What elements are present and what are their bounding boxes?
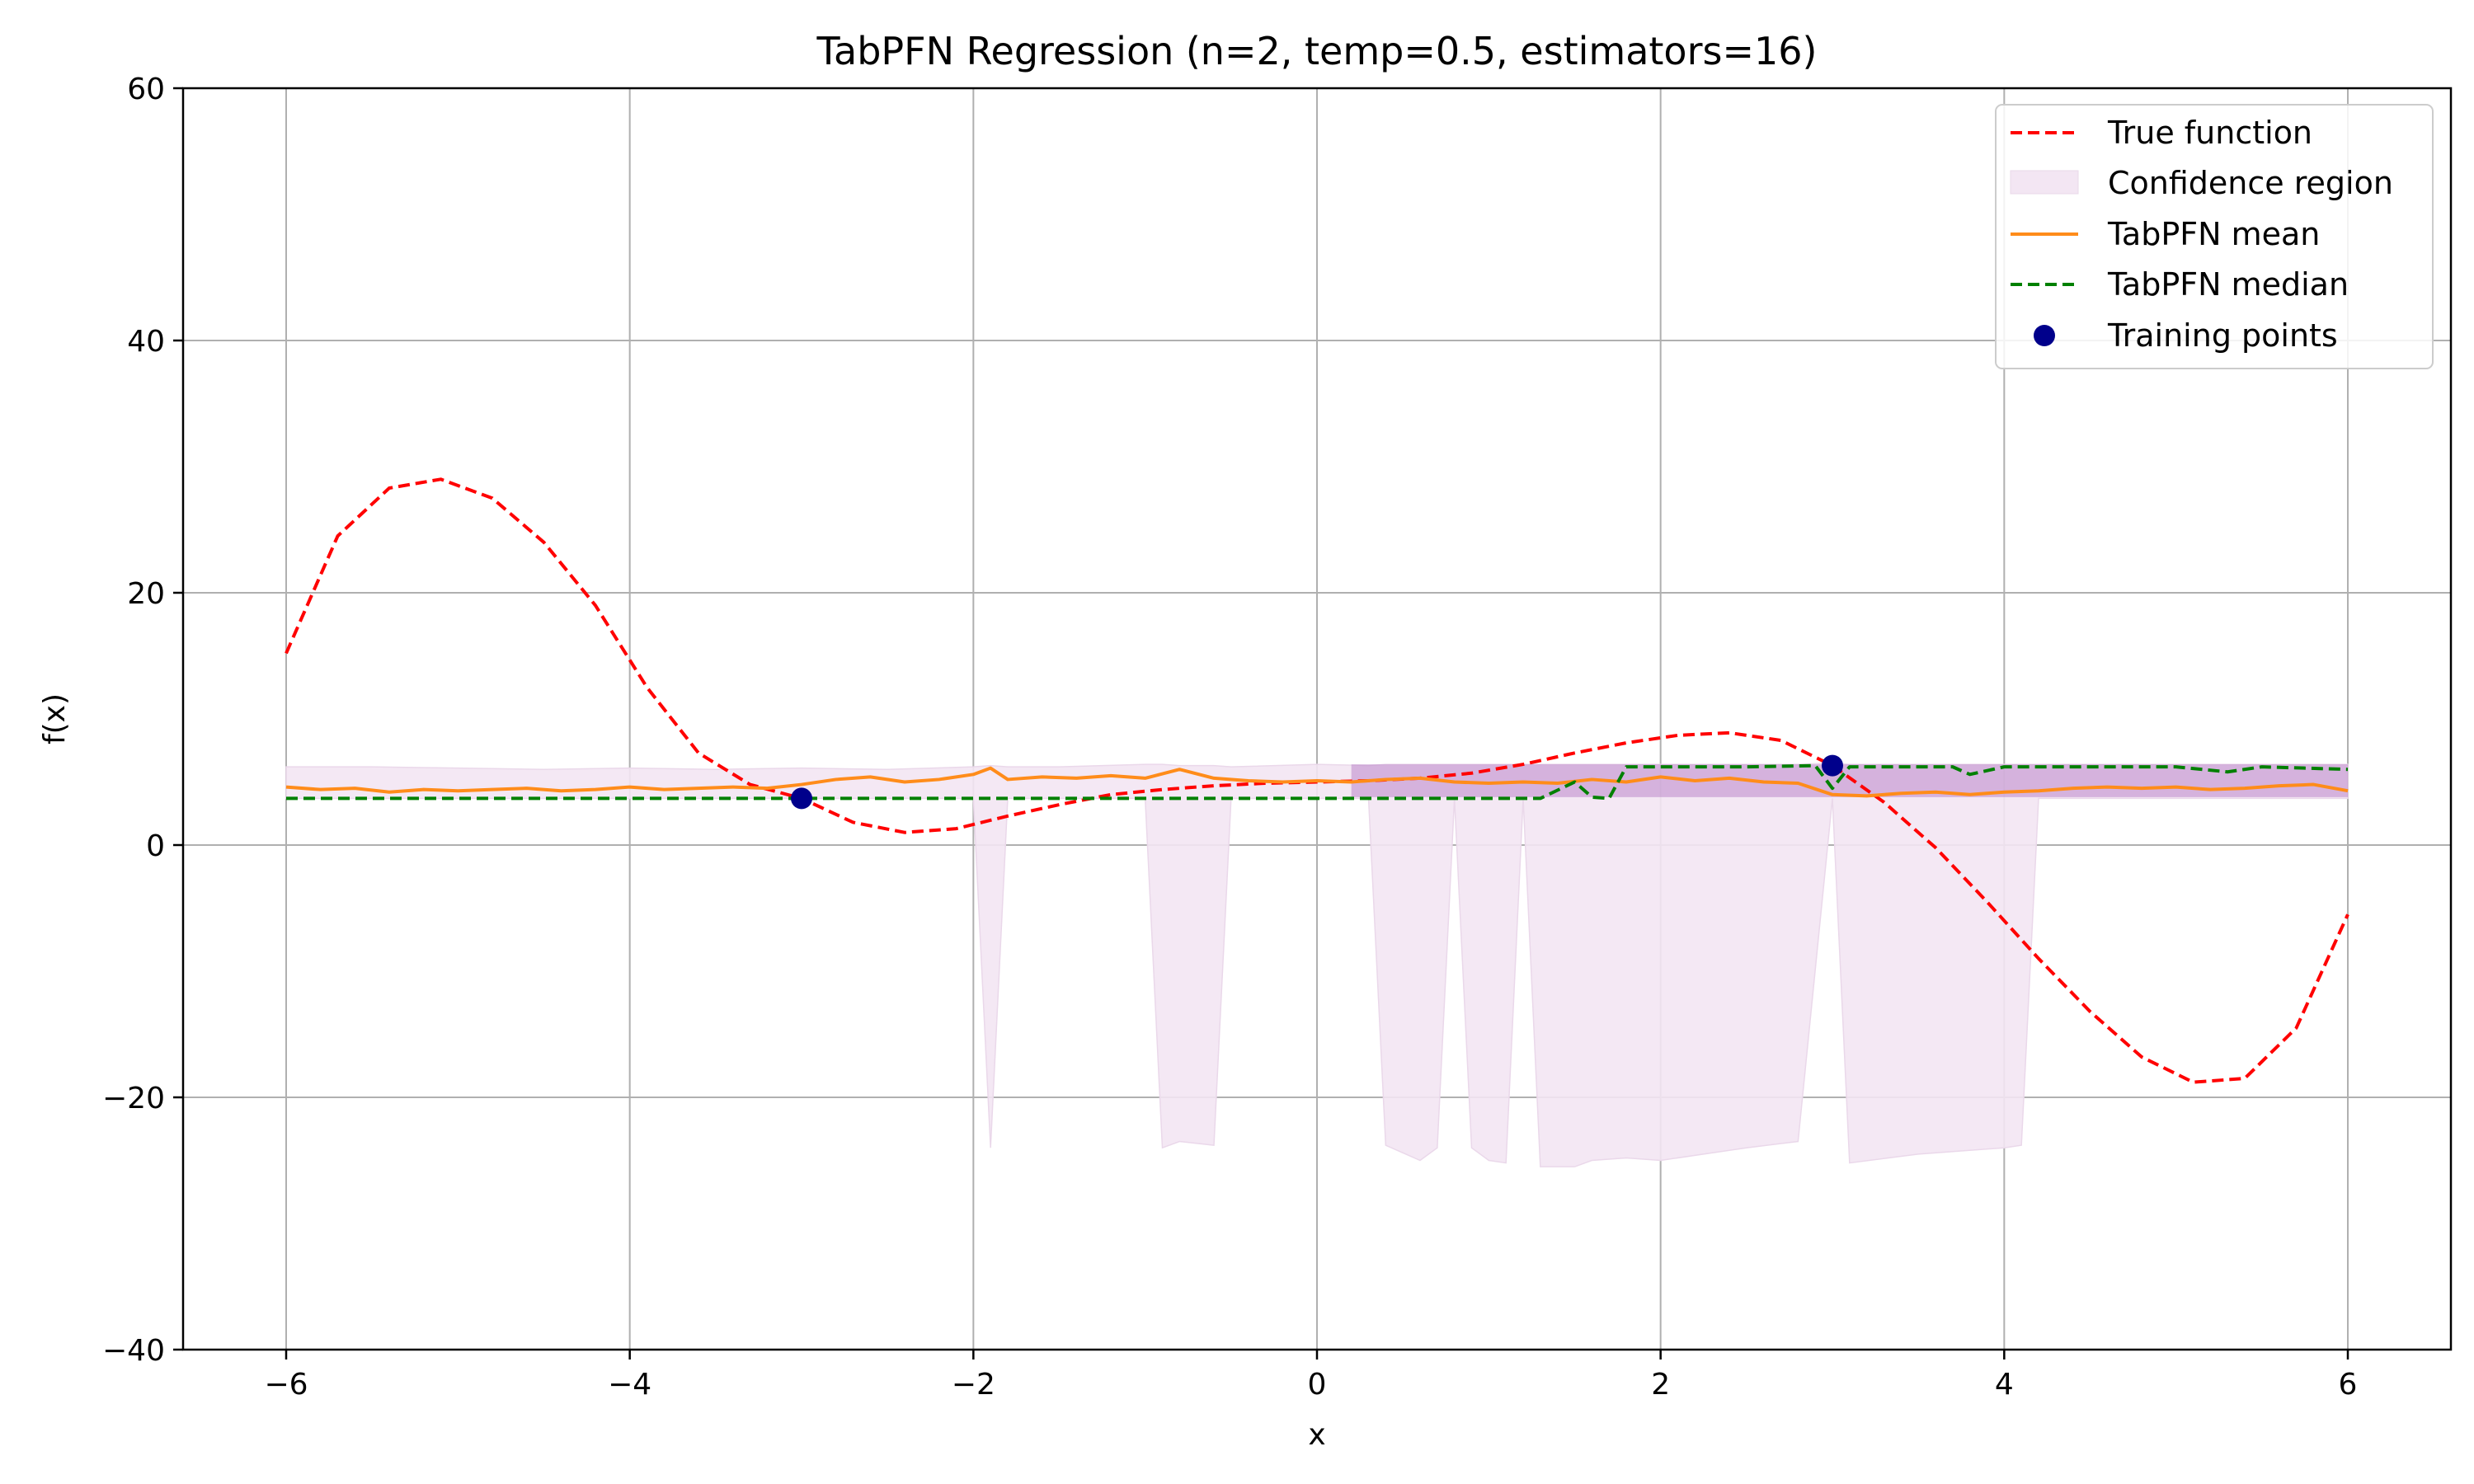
legend-label-confidence-region: Confidence region	[2108, 165, 2393, 201]
series-layer	[285, 477, 2349, 1167]
chart-title: TabPFN Regression (n=2, temp=0.5, estima…	[816, 29, 1818, 73]
x-tick-label: 0	[1308, 1368, 1327, 1402]
x-axis-ticks: −6 −4 −2 0 2 4 6	[264, 1350, 2357, 1402]
tabpfn-mean-line	[285, 766, 2349, 798]
tabpfn-median-line	[286, 763, 2349, 801]
legend-label-true-function: True function	[2107, 115, 2312, 151]
x-axis-label: x	[1308, 1418, 1325, 1452]
training-point	[1822, 754, 1843, 777]
y-tick-label: 0	[146, 829, 165, 863]
legend-label-tabpfn-mean: TabPFN mean	[2107, 216, 2320, 252]
y-axis-ticks: −40 −20 0 20 40 60	[102, 73, 183, 1368]
x-tick-label: −6	[264, 1368, 308, 1402]
confidence-region	[285, 762, 2349, 1167]
legend-swatch-training-points	[2034, 325, 2055, 346]
x-tick-label: 4	[1995, 1368, 2014, 1402]
x-tick-label: 6	[2339, 1368, 2358, 1402]
x-tick-label: −2	[952, 1368, 995, 1402]
training-point	[791, 787, 812, 810]
y-tick-label: 60	[127, 73, 165, 106]
legend-label-training-points: Training points	[2107, 317, 2338, 354]
y-tick-label: 40	[127, 325, 165, 359]
x-tick-label: 2	[1651, 1368, 1670, 1402]
x-tick-label: −4	[608, 1368, 651, 1402]
y-axis-label: f(x)	[38, 693, 72, 744]
legend: True function Confidence region TabPFN m…	[1995, 104, 2434, 369]
legend-swatch-confidence-region	[2010, 170, 2079, 195]
y-tick-label: −20	[102, 1082, 165, 1115]
legend-label-tabpfn-median: TabPFN median	[2107, 266, 2349, 303]
y-tick-label: −40	[102, 1334, 165, 1368]
y-tick-label: 20	[127, 577, 165, 611]
legend-box	[1995, 104, 2434, 369]
